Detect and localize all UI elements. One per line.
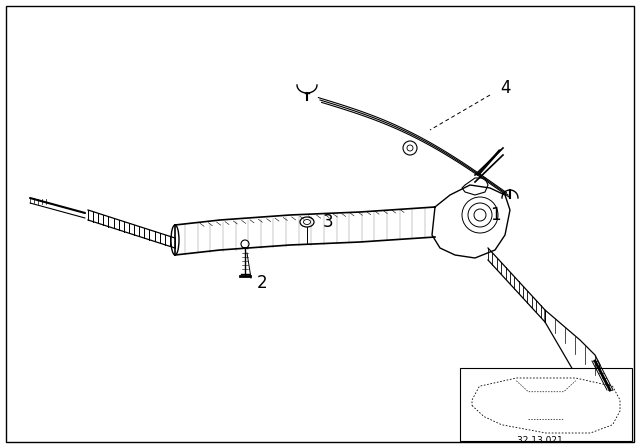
Circle shape	[241, 240, 249, 248]
Circle shape	[462, 197, 498, 233]
Text: 3: 3	[323, 213, 333, 231]
Bar	[460, 368, 632, 441]
Ellipse shape	[303, 220, 310, 224]
Text: 4: 4	[500, 79, 511, 97]
Circle shape	[407, 145, 413, 151]
Text: 2: 2	[257, 274, 268, 292]
Polygon shape	[545, 310, 600, 382]
Circle shape	[403, 141, 417, 155]
Text: 1: 1	[490, 206, 500, 224]
Polygon shape	[462, 178, 488, 195]
Circle shape	[468, 203, 492, 227]
Text: 32 13 021: 32 13 021	[517, 436, 563, 445]
Ellipse shape	[300, 217, 314, 227]
Circle shape	[474, 209, 486, 221]
Ellipse shape	[171, 225, 179, 255]
